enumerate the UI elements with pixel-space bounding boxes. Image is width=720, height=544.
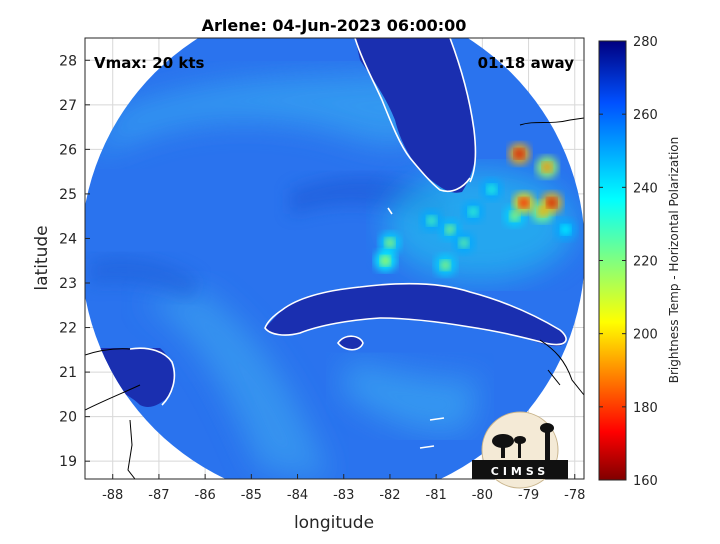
y-tick-label: 19 [59,454,77,470]
colorbar-label: Brightness Temp - Horizontal Polarizatio… [667,137,681,384]
time-away-annotation: 01:18 away [478,54,575,72]
colorbar-tick-label: 160 [633,474,658,489]
x-tick-label: -82 [379,488,400,503]
warm-spot [542,162,553,173]
x-tick-label: -80 [472,488,493,503]
brightness-temp-swath [85,38,584,479]
isle-of-youth [338,336,363,350]
y-tick-label: 28 [59,53,77,69]
outer-coastlines [85,117,584,479]
y-tick-label: 26 [59,142,77,158]
colorbar [598,40,627,481]
colorbar-tick-label: 200 [633,328,658,343]
logo-text: CIMSS [491,465,549,478]
warm-spot [384,237,395,248]
warm-spot [458,237,469,248]
colorbar-tick-label: 280 [633,35,658,50]
x-tick-label: -81 [426,488,447,503]
florida-land [355,38,476,193]
coastlines [129,38,567,449]
x-tick-label: -78 [564,488,585,503]
warm-spot [514,148,525,159]
warm-spot [440,260,451,271]
x-tick-label: -86 [195,488,216,503]
colorbar-tick-label: 240 [633,181,658,196]
x-axis-label: longitude [294,513,374,533]
warm-spot [468,206,479,217]
x-tick-label: -88 [102,488,123,503]
warm-spots-layer [374,142,577,277]
colorbar-tick-label: 260 [633,108,658,123]
warm-spot [560,224,571,235]
water-tower-icon [545,430,550,460]
colorbar-tick-label: 180 [633,401,658,416]
y-tick-labels: 19 20 21 22 23 24 25 26 27 28 [59,53,90,470]
y-tick-label: 25 [59,187,77,203]
satellite-dish-icon [492,434,514,448]
y-axis-label: latitude [32,225,52,290]
warm-spot [426,215,437,226]
colorbar-ticks: 160 180 200 220 240 260 280 [599,35,658,489]
x-tick-label: -87 [148,488,169,503]
warm-spot [546,197,557,208]
vmax-annotation: Vmax: 20 kts [94,54,204,72]
warm-spot [509,211,520,222]
yucatan-land [85,348,174,407]
colorbar-tick-label: 220 [633,255,658,270]
x-tick-label: -84 [287,488,308,503]
y-tick-label: 20 [59,410,77,426]
y-tick-label: 22 [59,321,77,337]
warm-spot [380,255,391,266]
y-tick-label: 24 [59,231,77,247]
y-tick-label: 23 [59,276,77,292]
y-tick-label: 21 [59,365,77,381]
plot-frame [84,37,585,480]
x-tick-label: -83 [333,488,354,503]
x-tick-label: -85 [241,488,262,503]
warm-spot [445,224,456,235]
x-tick-labels: -88 -87 -86 -85 -84 -83 -82 -81 -80 -79 -78 [102,474,585,503]
warm-spot [518,197,529,208]
warm-spot [486,184,497,195]
cimss-logo: CIMSS [472,411,568,489]
x-tick-label: -79 [518,488,539,503]
y-tick-label: 27 [59,98,77,114]
chart-title: Arlene: 04-Jun-2023 06:00:00 [202,16,467,35]
